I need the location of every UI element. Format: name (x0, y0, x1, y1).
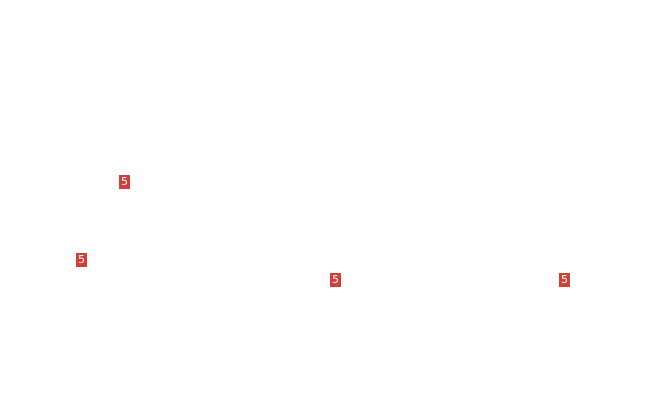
count-badge: 5 (76, 253, 87, 267)
count-badge: 5 (330, 273, 341, 287)
count-badge: 5 (559, 273, 570, 287)
count-badge: 5 (119, 175, 130, 189)
